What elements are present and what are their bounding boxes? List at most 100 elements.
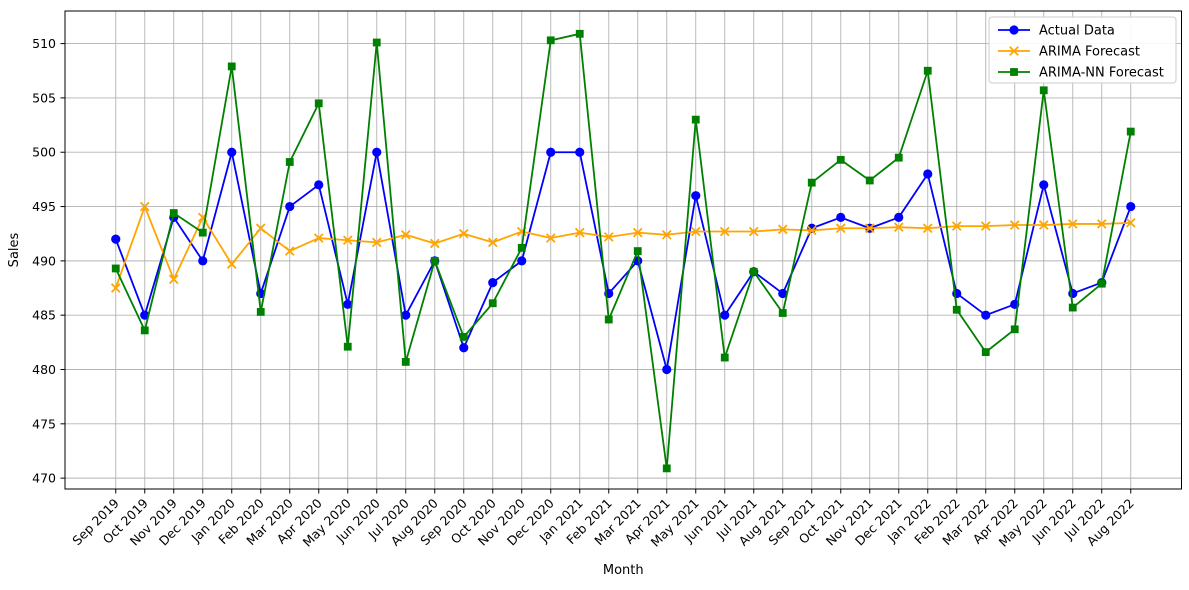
data-point-x bbox=[864, 223, 875, 234]
data-point-square bbox=[807, 178, 816, 187]
data-point-circle bbox=[517, 256, 527, 266]
data-point-square bbox=[633, 247, 642, 255]
legend: Actual Data ARIMA Forecast ARIMA-NN Foreca… bbox=[988, 16, 1177, 84]
data-point-x bbox=[748, 226, 759, 237]
data-point-square bbox=[662, 464, 671, 473]
data-point-circle bbox=[691, 191, 701, 201]
data-point-x bbox=[922, 223, 933, 234]
data-point-square bbox=[285, 158, 294, 166]
data-point-x bbox=[661, 229, 672, 240]
data-point-square bbox=[198, 228, 207, 237]
data-point-circle bbox=[720, 310, 730, 320]
data-point-square bbox=[111, 264, 120, 273]
legend-item-arima-nn-forecast: ARIMA-NN Forecast bbox=[998, 66, 1164, 81]
data-point-x bbox=[400, 229, 411, 240]
data-point-circle bbox=[111, 234, 121, 244]
y-tick-label: 490 bbox=[32, 253, 56, 268]
data-point-x bbox=[603, 232, 614, 242]
data-point-square bbox=[227, 62, 236, 71]
data-point-square bbox=[575, 29, 584, 38]
data-point-x bbox=[632, 227, 643, 238]
data-point-x bbox=[980, 221, 991, 231]
axis-ticks bbox=[60, 43, 1132, 494]
data-point-square bbox=[1126, 127, 1135, 136]
data-point-x bbox=[110, 283, 121, 293]
y-tick-label: 470 bbox=[32, 471, 56, 486]
data-point-square bbox=[140, 326, 149, 335]
y-tick-label: 480 bbox=[32, 362, 56, 377]
data-point-x bbox=[458, 228, 469, 239]
data-point-x bbox=[1038, 220, 1049, 230]
data-point-square bbox=[546, 36, 555, 45]
data-point-square bbox=[865, 176, 874, 185]
data-point-x bbox=[1125, 218, 1136, 228]
data-point-x bbox=[690, 226, 701, 237]
data-point-circle bbox=[546, 147, 556, 157]
data-point-x bbox=[806, 225, 817, 236]
data-point-square bbox=[488, 299, 497, 308]
series-line-arima-nn-forecast bbox=[114, 32, 1132, 470]
data-point-square bbox=[314, 99, 323, 108]
data-point-x bbox=[226, 259, 237, 269]
data-point-x bbox=[777, 224, 788, 235]
data-point-x bbox=[893, 222, 904, 233]
series-line-actual-data bbox=[114, 151, 1132, 371]
data-point-square bbox=[372, 38, 381, 47]
data-point-x bbox=[1009, 220, 1020, 230]
data-point-x bbox=[545, 233, 556, 243]
data-point-x bbox=[342, 235, 353, 246]
data-point-circle bbox=[836, 212, 846, 223]
data-point-x bbox=[371, 237, 382, 248]
y-tick-label: 485 bbox=[32, 308, 56, 323]
data-point-circle bbox=[575, 147, 585, 157]
data-point-square bbox=[459, 333, 468, 341]
series-line-arima-forecast bbox=[114, 205, 1131, 289]
y-tick-label: 495 bbox=[32, 199, 56, 214]
data-point-circle bbox=[372, 147, 382, 157]
data-point-circle bbox=[314, 180, 324, 190]
data-point-square bbox=[1010, 68, 1018, 76]
plot-frame bbox=[64, 10, 1182, 490]
data-point-x bbox=[313, 233, 324, 243]
data-point-x bbox=[168, 274, 179, 285]
data-point-circle bbox=[459, 343, 469, 353]
series-actual-data bbox=[111, 147, 1136, 375]
data-point-square bbox=[1068, 303, 1077, 312]
data-point-x bbox=[139, 201, 150, 212]
series-arima-forecast bbox=[110, 201, 1136, 293]
y-tick-label: 505 bbox=[32, 90, 56, 105]
data-point-circle bbox=[1009, 25, 1019, 35]
data-point-square bbox=[836, 155, 845, 164]
data-point-circle bbox=[662, 364, 672, 375]
data-point-circle bbox=[981, 310, 991, 320]
data-point-circle bbox=[285, 201, 295, 212]
data-point-circle bbox=[401, 310, 411, 320]
legend-label: ARIMA Forecast bbox=[1039, 45, 1140, 60]
data-point-square bbox=[1097, 279, 1106, 288]
y-tick-label: 500 bbox=[32, 145, 56, 160]
data-point-x bbox=[255, 223, 266, 234]
data-point-circle bbox=[1126, 201, 1136, 212]
data-point-square bbox=[604, 315, 613, 324]
legend-box bbox=[988, 16, 1177, 84]
data-point-x bbox=[1096, 219, 1107, 229]
data-point-x bbox=[835, 223, 846, 234]
y-axis-title: Sales bbox=[7, 232, 22, 267]
data-point-square bbox=[691, 115, 700, 124]
data-point-circle bbox=[488, 277, 498, 288]
data-point-square bbox=[517, 243, 526, 252]
legend-item-arima-forecast: ARIMA Forecast bbox=[998, 45, 1140, 60]
y-tick-label: 510 bbox=[32, 36, 56, 51]
data-point-circle bbox=[923, 169, 933, 179]
data-point-x bbox=[1067, 219, 1078, 229]
data-point-square bbox=[952, 305, 961, 314]
data-point-square bbox=[981, 348, 990, 357]
data-point-circle bbox=[227, 147, 237, 157]
data-point-x bbox=[284, 246, 295, 256]
legend-label: ARIMA-NN Forecast bbox=[1039, 66, 1164, 81]
data-point-circle bbox=[894, 212, 904, 223]
data-point-x bbox=[574, 227, 585, 238]
data-point-x bbox=[1009, 46, 1019, 56]
